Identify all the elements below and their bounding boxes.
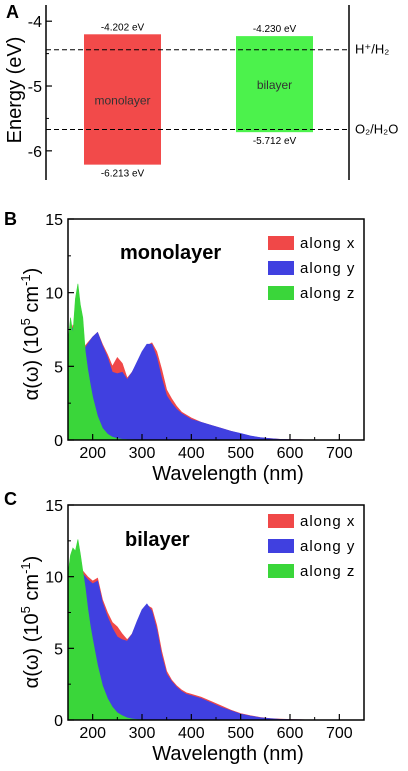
band-bar-label: monolayer (94, 93, 150, 107)
panel-b-letter: B (4, 209, 17, 229)
band-bottom-value: -5.712 eV (253, 136, 297, 147)
panel-c-y-axis-label: α(ω) (105 cm-1) (18, 556, 43, 689)
band-bar-monolayer (84, 34, 161, 165)
panel-a-y-axis-label: Energy (eV) (4, 37, 26, 144)
x-tick-label: 700 (326, 445, 353, 462)
band-bottom-value: -6.213 eV (101, 169, 145, 180)
legend-swatch (268, 539, 294, 553)
x-tick-label: 300 (129, 725, 156, 742)
panel-b-x-axis-label: Wavelength (nm) (152, 463, 304, 485)
panel-a-energy-diagram: A -4 -5 -6 monolayer -4.202 eV -6.213 eV bila… (4, 2, 398, 180)
band-bar-label: bilayer (257, 78, 292, 92)
panel-a-y-tick-label: -4 (28, 14, 42, 31)
reference-label: O₂/H₂O (355, 121, 398, 136)
area-series-along-y (67, 561, 360, 721)
panel-a-y-tick-label: -6 (28, 144, 42, 161)
panel-a-ticks: -4 -5 -6 (28, 14, 52, 161)
legend-swatch (268, 236, 294, 250)
panel-c-letter: C (4, 489, 17, 509)
legend-swatch (268, 286, 294, 300)
y-tick-label: 15 (45, 212, 63, 229)
x-tick-label: 400 (178, 445, 205, 462)
panel-a-reference-lines: H⁺/H₂ O₂/H₂O (46, 42, 398, 136)
reference-label: H⁺/H₂ (355, 42, 389, 57)
x-tick-label: 300 (129, 445, 156, 462)
x-tick-label: 200 (79, 445, 106, 462)
panel-c-annotation: bilayer (125, 529, 190, 551)
band-top-value: -4.202 eV (101, 22, 145, 33)
y-tick-label: 0 (54, 713, 63, 730)
legend-swatch (268, 564, 294, 578)
panel-b-y-axis-label: α(ω) (105 cm-1) (18, 268, 43, 401)
panel-a-bars: monolayer -4.202 eV -6.213 eV bilayer -4.230… (84, 22, 313, 180)
panel-c-absorption-bilayer: C 200 300 400 500 600 700 0 5 10 15 along x along y… (4, 489, 365, 765)
panel-b-absorption-monolayer: B 200 300 400 500 600 700 0 5 10 15 along x along y… (4, 209, 365, 485)
panel-c-x-axis-label: Wavelength (nm) (152, 743, 304, 765)
legend-swatch (268, 514, 294, 528)
panel-c-plot: 200 300 400 500 600 700 0 5 10 15 along x along y al… (45, 498, 365, 742)
panel-a-y-tick-label: -5 (28, 79, 42, 96)
x-tick-label: 600 (277, 725, 304, 742)
y-tick-label: 15 (45, 498, 63, 515)
legend-label: along y (300, 260, 355, 277)
legend-label: along x (300, 235, 355, 252)
x-tick-label: 700 (326, 725, 353, 742)
panel-a-letter: A (6, 2, 19, 22)
x-tick-label: 200 (79, 725, 106, 742)
y-tick-label: 5 (54, 641, 63, 658)
y-tick-label: 5 (54, 359, 63, 376)
legend-label: along y (300, 538, 355, 555)
y-tick-label: 10 (45, 286, 63, 303)
x-tick-label: 500 (227, 445, 254, 462)
legend-swatch (268, 261, 294, 275)
y-tick-label: 10 (45, 570, 63, 587)
area-series-along-y (67, 327, 360, 441)
y-tick-label: 0 (54, 433, 63, 450)
x-tick-label: 400 (178, 725, 205, 742)
legend-label: along z (300, 285, 355, 302)
panel-b-plot: 200 300 400 500 600 700 0 5 10 15 along x along y al… (45, 212, 365, 462)
x-tick-label: 500 (227, 725, 254, 742)
x-tick-label: 600 (277, 445, 304, 462)
band-top-value: -4.230 eV (253, 24, 297, 35)
legend-label: along z (300, 563, 355, 580)
legend-label: along x (300, 513, 355, 530)
band-bar-bilayer (236, 36, 313, 133)
panel-b-annotation: monolayer (120, 242, 221, 264)
